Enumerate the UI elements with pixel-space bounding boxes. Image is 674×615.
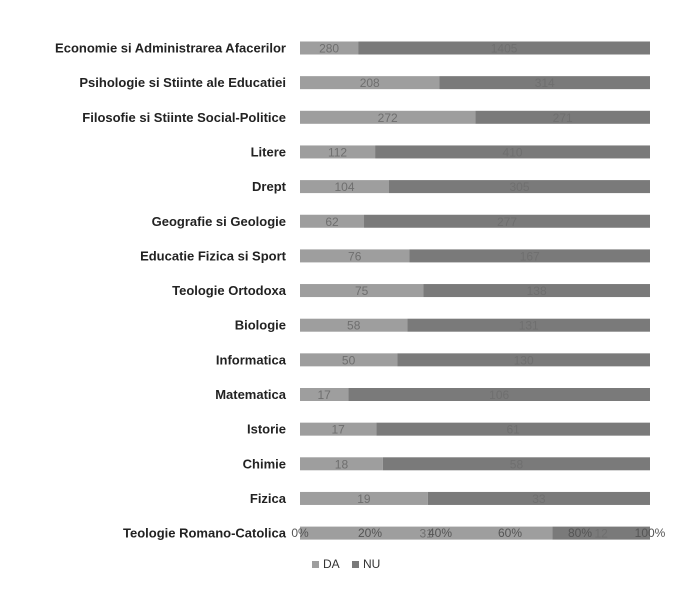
category-label: Biologie bbox=[235, 318, 286, 333]
bar-da bbox=[300, 214, 365, 228]
value-label-nu: 33 bbox=[532, 492, 546, 506]
bar-nu bbox=[364, 214, 650, 228]
value-label-nu: 305 bbox=[509, 180, 529, 194]
category-labels: Economie si Administrarea Afacerilor Psih… bbox=[55, 41, 287, 541]
bar-da bbox=[300, 145, 376, 159]
bar-nu bbox=[475, 110, 650, 124]
value-label-da: 17 bbox=[318, 388, 332, 402]
category-label: Informatica bbox=[216, 352, 287, 367]
x-tick-label: 40% bbox=[428, 526, 452, 540]
bar-da bbox=[300, 422, 377, 436]
value-label-da: 18 bbox=[335, 457, 349, 471]
bar-nu bbox=[427, 491, 650, 505]
category-label: Fizica bbox=[250, 491, 287, 506]
bars bbox=[300, 41, 650, 540]
bar-nu bbox=[348, 388, 650, 401]
value-label-nu: 130 bbox=[514, 353, 534, 367]
bar-nu bbox=[397, 353, 650, 367]
value-label-nu: 314 bbox=[535, 76, 555, 90]
bar-nu bbox=[552, 526, 650, 540]
value-label-nu: 277 bbox=[497, 215, 517, 229]
value-label-nu: 410 bbox=[503, 145, 523, 159]
value-label-da: 208 bbox=[360, 76, 380, 90]
value-label-da: 62 bbox=[325, 215, 339, 229]
value-label-da: 76 bbox=[348, 249, 362, 263]
bar-nu bbox=[409, 249, 650, 263]
x-tick-label: 0% bbox=[291, 526, 309, 540]
value-label-da: 272 bbox=[378, 111, 398, 125]
value-labels: 280 1405 208 314 272 271 112 410 104 305 62 277 76 16… bbox=[318, 42, 609, 541]
category-label: Litere bbox=[251, 144, 286, 159]
bar-nu bbox=[382, 457, 650, 471]
bar-da bbox=[300, 110, 476, 124]
legend-swatch bbox=[352, 561, 359, 568]
category-label: Istorie bbox=[247, 422, 286, 437]
category-label: Psihologie si Stiinte ale Educatiei bbox=[79, 75, 286, 90]
value-label-da: 17 bbox=[331, 423, 345, 437]
bar-da bbox=[300, 457, 383, 471]
value-label-da: 50 bbox=[342, 353, 356, 367]
value-label-nu: 271 bbox=[553, 111, 573, 125]
x-tick-label: 60% bbox=[498, 526, 522, 540]
category-label: Teologie Romano-Catolica bbox=[123, 526, 287, 541]
bar-nu bbox=[388, 180, 650, 194]
value-label-da: 280 bbox=[319, 42, 339, 56]
value-label-da: 19 bbox=[357, 492, 371, 506]
bar-da bbox=[300, 526, 553, 540]
value-label-nu: 1405 bbox=[491, 42, 518, 56]
bar-da bbox=[300, 76, 440, 90]
x-tick-label: 100% bbox=[635, 526, 666, 540]
bar-da bbox=[300, 353, 398, 367]
bar-nu bbox=[407, 318, 650, 332]
value-label-da: 112 bbox=[328, 145, 347, 159]
x-tick-label: 80% bbox=[568, 526, 592, 540]
value-label-nu: 106 bbox=[489, 388, 509, 402]
bar-nu bbox=[375, 145, 650, 159]
bar-nu bbox=[358, 41, 650, 55]
value-label-nu: 12 bbox=[594, 527, 608, 541]
value-label-nu: 131 bbox=[519, 319, 539, 333]
value-label-da: 104 bbox=[334, 180, 354, 194]
bar-nu bbox=[439, 76, 650, 90]
value-label-da: 31 bbox=[419, 527, 433, 541]
bar-da bbox=[300, 318, 408, 332]
category-label: Teologie Ortodoxa bbox=[172, 283, 287, 298]
value-label-da: 75 bbox=[355, 284, 369, 298]
legend-label: DA bbox=[323, 557, 340, 571]
bar-nu bbox=[376, 422, 650, 436]
x-axis-ticks: 0% 20% 40% 60% 80% 100% bbox=[291, 526, 665, 540]
bar-da bbox=[300, 284, 424, 298]
bar-da bbox=[300, 249, 410, 263]
category-label: Geografie si Geologie bbox=[152, 214, 286, 229]
bar-nu bbox=[423, 284, 650, 298]
legend-swatch bbox=[312, 561, 319, 568]
legend-label: NU bbox=[363, 557, 380, 571]
bar-da bbox=[300, 180, 389, 194]
bar-da bbox=[300, 41, 359, 55]
bar-da bbox=[300, 491, 428, 505]
category-label: Drept bbox=[252, 179, 287, 194]
category-label: Filosofie si Stiinte Social-Politice bbox=[82, 110, 286, 125]
value-label-da: 58 bbox=[347, 319, 361, 333]
category-label: Chimie bbox=[243, 456, 286, 471]
bar-da bbox=[300, 388, 349, 401]
value-label-nu: 58 bbox=[510, 457, 524, 471]
value-label-nu: 167 bbox=[520, 249, 540, 263]
value-label-nu: 138 bbox=[527, 284, 547, 298]
category-label: Economie si Administrarea Afacerilor bbox=[55, 41, 286, 56]
x-tick-label: 20% bbox=[358, 526, 382, 540]
value-label-nu: 61 bbox=[506, 423, 520, 437]
category-label: Matematica bbox=[215, 387, 287, 402]
legend: DA NU bbox=[312, 557, 380, 571]
category-label: Educatie Fizica si Sport bbox=[140, 248, 287, 263]
